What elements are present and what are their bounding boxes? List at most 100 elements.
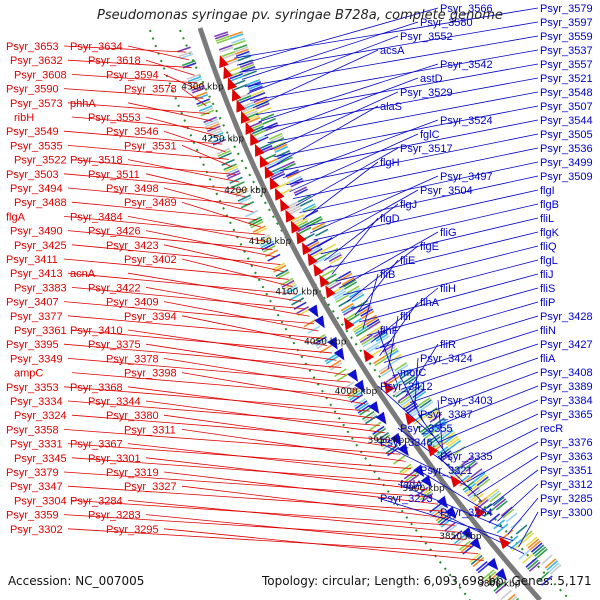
gene-arrow xyxy=(307,253,318,266)
gene-label-forward: Psyr_3505 xyxy=(540,129,593,141)
feature-band xyxy=(521,553,534,564)
feature-band xyxy=(378,434,391,444)
feature-band xyxy=(297,194,312,203)
feature-band xyxy=(465,462,478,472)
gene-label-forward: flhA xyxy=(420,297,440,309)
gene-label-reverse: Psyr_3634 xyxy=(70,41,123,53)
feature-band xyxy=(257,234,271,242)
summary-text: Topology: circular; Length: 6,093,698 bp… xyxy=(262,574,592,588)
feature-band xyxy=(288,292,302,302)
feature-band xyxy=(325,247,339,256)
leader-line-blue xyxy=(387,315,399,370)
accession-text: Accession: NC_007005 xyxy=(8,574,145,588)
leader-line-red xyxy=(71,414,391,441)
gene-arrow xyxy=(474,505,486,519)
feature-band xyxy=(505,512,518,523)
feature-band xyxy=(447,437,460,448)
feature-band xyxy=(308,245,322,254)
gene-label-reverse: Psyr_3383 xyxy=(14,282,67,294)
gene-label-forward: Psyr_3351 xyxy=(540,465,593,477)
feature-band xyxy=(216,37,231,44)
gene-label-forward: fliN xyxy=(540,325,556,337)
feature-band xyxy=(223,163,237,171)
leader-line-blue xyxy=(354,259,399,316)
feature-band xyxy=(274,145,289,153)
feature-band xyxy=(250,89,265,97)
gene-label-reverse: Psyr_3284 xyxy=(70,495,123,507)
feature-band xyxy=(434,509,447,520)
leader-line-blue xyxy=(476,455,539,496)
feature-band xyxy=(379,365,393,375)
feature-band xyxy=(260,113,275,121)
feature-band xyxy=(395,388,408,398)
feature-band xyxy=(465,484,478,495)
leader-line-blue xyxy=(324,203,399,261)
scale-tick-label: 4300 kbp xyxy=(181,82,224,92)
feature-band xyxy=(264,122,278,130)
feature-band xyxy=(196,98,210,105)
feature-band xyxy=(375,333,389,343)
feature-band xyxy=(244,110,258,118)
gene-arrow xyxy=(240,110,251,124)
genome-backbone xyxy=(197,27,542,600)
feature-band xyxy=(548,562,560,573)
leader-line-blue xyxy=(362,273,379,329)
feature-band xyxy=(424,429,437,440)
feature-band xyxy=(333,368,347,378)
gene-label-forward: Psyr_3346 xyxy=(380,437,433,449)
feature-band xyxy=(266,162,281,170)
feature-band xyxy=(472,556,485,568)
feature-band xyxy=(406,405,419,415)
gene-label-reverse: Psyr_3349 xyxy=(10,353,63,365)
feature-band xyxy=(344,281,358,290)
feature-band xyxy=(321,269,335,278)
leader-line-blue xyxy=(397,483,503,529)
feature-band xyxy=(536,548,548,559)
gene-label-reverse: Psyr_3425 xyxy=(14,240,67,252)
feature-band xyxy=(430,505,443,516)
gene-label-forward: fliB xyxy=(380,269,395,281)
leader-line-blue xyxy=(417,413,453,463)
leader-line-blue xyxy=(397,371,425,423)
feature-band xyxy=(207,127,222,135)
leader-line-red xyxy=(127,102,213,122)
gene-arrow xyxy=(314,315,325,329)
feature-band xyxy=(315,338,329,347)
feature-band xyxy=(218,152,232,160)
feature-band xyxy=(234,46,249,53)
feature-band xyxy=(262,117,276,125)
gene-label-reverse: Psyr_3295 xyxy=(106,524,159,536)
leader-line-red xyxy=(163,74,201,92)
feature-band xyxy=(249,85,263,93)
feature-band xyxy=(204,118,218,126)
leader-line-red xyxy=(163,244,285,273)
feature-band xyxy=(243,70,257,77)
scale-tick-label: 3800 kbp xyxy=(478,580,521,590)
leader-line-blue xyxy=(371,287,439,343)
gene-arrow xyxy=(498,536,511,550)
gene-label-forward: flhF xyxy=(380,325,399,337)
leader-line-red xyxy=(163,528,484,561)
feature-band xyxy=(319,237,333,246)
gene-label-forward: flgD xyxy=(380,213,400,225)
leader-line-blue xyxy=(377,329,398,383)
feature-band xyxy=(224,165,238,173)
gene-label-forward: Psyr_3504 xyxy=(420,185,473,197)
feature-band xyxy=(333,290,347,299)
gene-label-reverse: Psyr_3311 xyxy=(124,424,176,436)
feature-band xyxy=(426,409,440,419)
feature-band xyxy=(187,75,202,83)
leader-line-blue xyxy=(236,7,439,66)
gene-label-reverse: Psyr_3394 xyxy=(124,311,177,323)
feature-band xyxy=(246,78,261,86)
feature-band xyxy=(475,474,488,485)
gene-label-reverse: Psyr_3367 xyxy=(70,439,123,451)
leader-line-red xyxy=(163,187,254,213)
feature-band xyxy=(405,471,418,482)
gene-arrow xyxy=(274,187,285,201)
feature-band xyxy=(302,203,316,212)
feature-band xyxy=(268,132,283,140)
gene-label-reverse: Psyr_3409 xyxy=(106,297,159,309)
feature-band xyxy=(267,253,281,262)
gene-label-reverse: Psyr_3573 xyxy=(10,98,63,110)
